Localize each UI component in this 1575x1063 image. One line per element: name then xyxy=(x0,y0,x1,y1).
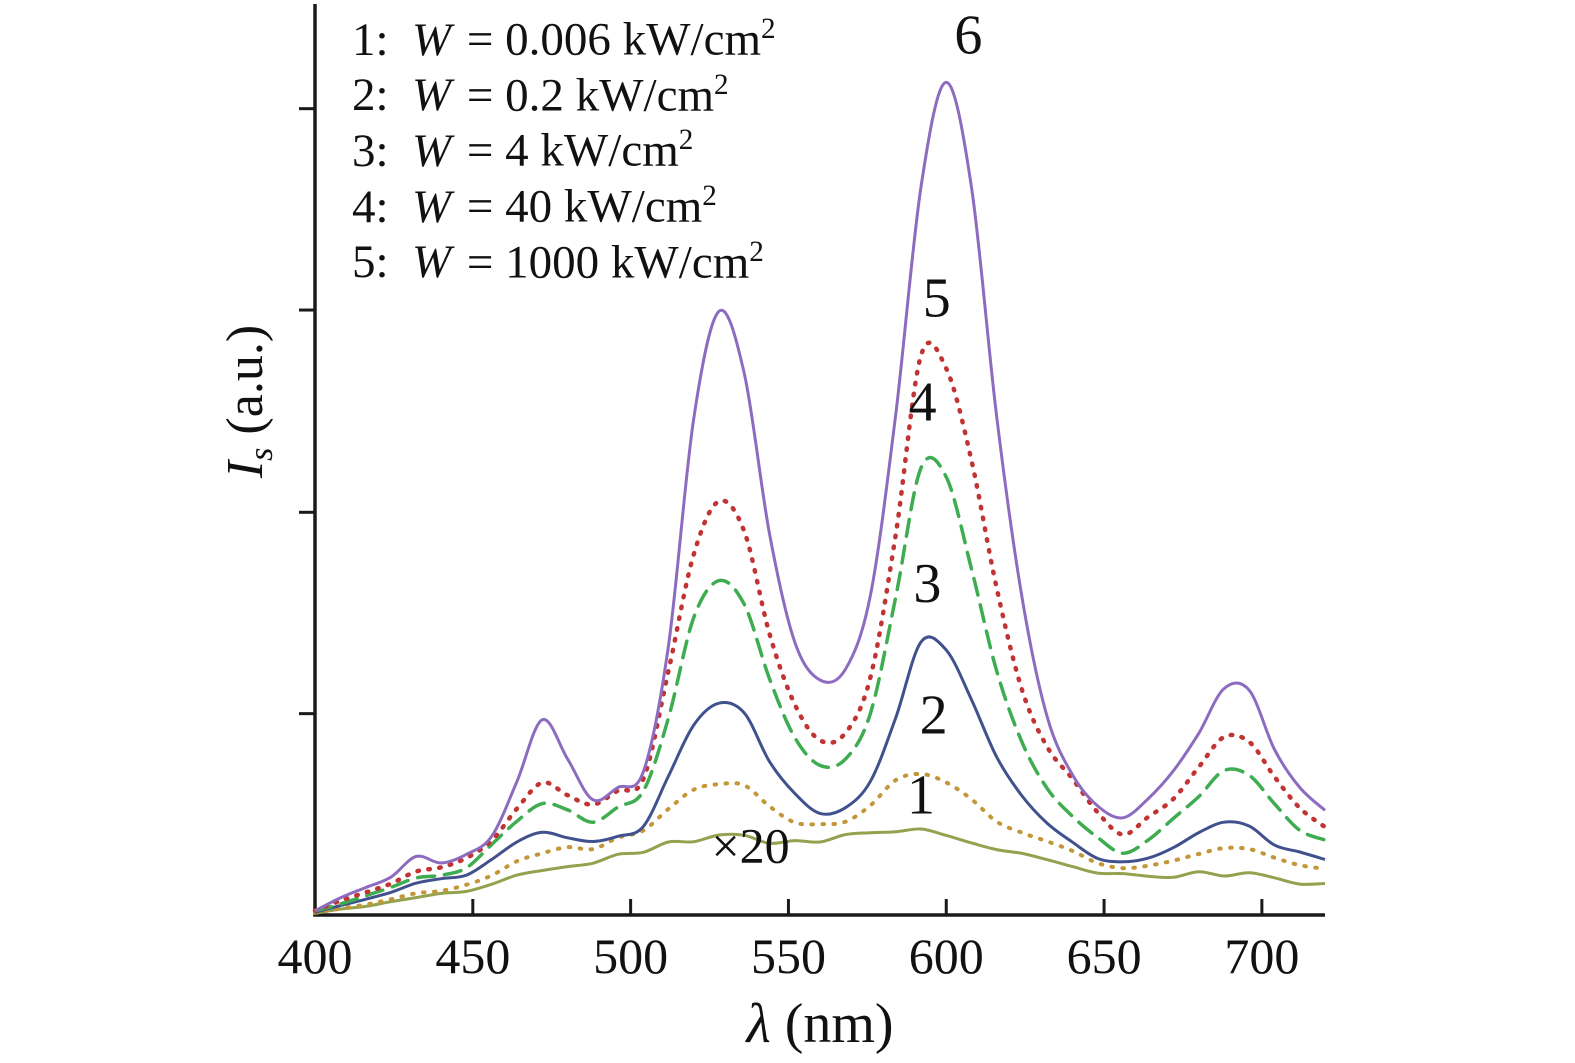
legend-item-variable: W xyxy=(412,124,452,177)
y-axis-label: Is (a.u.) xyxy=(217,325,280,479)
curve-5 xyxy=(312,340,1328,913)
legend-item-superscript: 2 xyxy=(678,124,694,157)
legend-item-value: = 40 kW/cm xyxy=(455,180,703,233)
legend: 1: W = 0.006 kW/cm2 2: W = 0.2 kW/cm2 3: W = … xyxy=(352,12,776,290)
x-tick-label: 550 xyxy=(751,928,826,984)
legend-item-value: = 0.006 kW/cm xyxy=(455,13,762,66)
legend-item-3: 3: W = 4 kW/cm2 xyxy=(352,123,776,179)
legend-item-variable: W xyxy=(412,180,452,233)
annotation-2: 2 xyxy=(920,685,948,747)
legend-item-value: = 0.2 kW/cm xyxy=(455,69,715,122)
x-axis-label: λ (nm) xyxy=(744,993,893,1055)
x-tick-label: 450 xyxy=(435,928,510,984)
legend-item-variable: W xyxy=(412,13,452,66)
curve-2 xyxy=(313,771,1327,915)
legend-item-5: 5: W = 1000 kW/cm2 xyxy=(352,235,776,291)
annotation-5: 5 xyxy=(923,267,951,329)
legend-item-4: 4: W = 40 kW/cm2 xyxy=(352,179,776,235)
legend-item-superscript: 2 xyxy=(702,179,717,212)
x-tick-label: 650 xyxy=(1067,928,1142,984)
curve-1 xyxy=(314,827,1326,915)
legend-item-value: = 1000 kW/cm xyxy=(455,236,750,289)
legend-item-index: 1: xyxy=(352,13,389,66)
x-tick-label: 500 xyxy=(593,928,668,984)
legend-item-superscript: 2 xyxy=(714,68,729,101)
legend-item-index: 2: xyxy=(352,69,389,122)
legend-item-index: 4: xyxy=(352,180,389,233)
legend-item-superscript: 2 xyxy=(749,235,764,268)
curve-3 xyxy=(314,635,1326,914)
annotation-6: 6 xyxy=(954,4,982,66)
x-tick-label: 600 xyxy=(909,928,984,984)
x-tick-label: 400 xyxy=(278,928,353,984)
legend-item-index: 5: xyxy=(352,236,389,289)
legend-item-variable: W xyxy=(412,236,452,289)
legend-item-2: 2: W = 0.2 kW/cm2 xyxy=(352,68,776,124)
legend-item-index: 3: xyxy=(352,124,389,177)
x-tick-label: 700 xyxy=(1224,928,1299,984)
annotation-×20: ×20 xyxy=(711,817,789,873)
legend-item-value: = 4 kW/cm xyxy=(455,124,679,177)
curve-6 xyxy=(314,80,1327,913)
legend-item-1: 1: W = 0.006 kW/cm2 xyxy=(352,12,776,68)
curve-4 xyxy=(313,455,1327,913)
legend-item-variable: W xyxy=(412,69,452,122)
annotation-4: 4 xyxy=(909,372,937,434)
annotation-1: 1 xyxy=(907,764,935,826)
legend-item-superscript: 2 xyxy=(761,13,776,45)
annotation-3: 3 xyxy=(913,553,941,615)
